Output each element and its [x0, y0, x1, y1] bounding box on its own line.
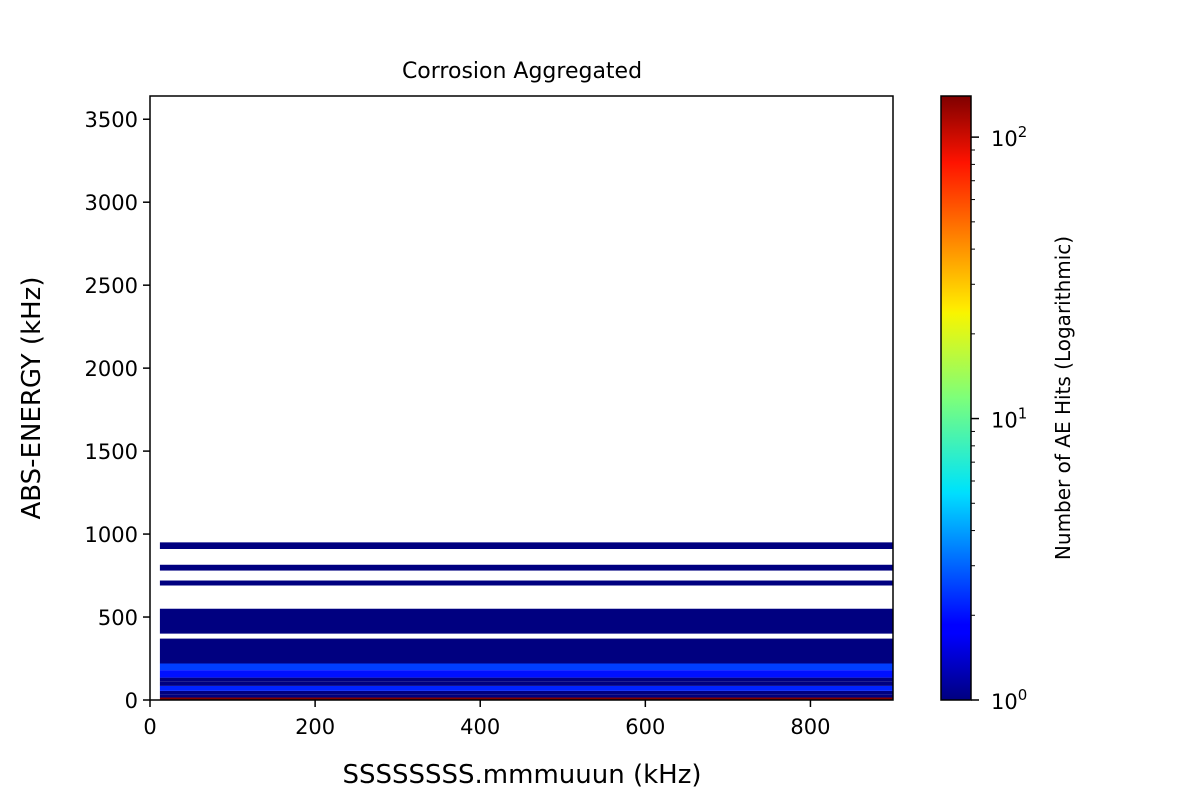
x-tick-label: 0 — [143, 715, 156, 739]
heatmap-band — [159, 663, 893, 671]
heatmap-band — [159, 638, 893, 664]
colorbar-tick-label: 101 — [991, 405, 1027, 433]
y-tick-label: 0 — [125, 689, 138, 713]
x-tick-label: 800 — [790, 715, 830, 739]
y-axis-label: ABS-ENERGY (kHz) — [17, 277, 47, 520]
colorbar-ticks: 100 101 102 — [971, 123, 1027, 714]
heatmap-band — [159, 580, 893, 586]
y-tick-label: 3000 — [85, 191, 138, 215]
y-axis-ticks: 0 500 1000 1500 2000 2500 3000 3500 — [85, 108, 150, 713]
colorbar-label: Number of AE Hits (Logarithmic) — [1051, 236, 1075, 560]
colorbar-tick-label: 100 — [991, 686, 1027, 714]
x-tick-label: 600 — [625, 715, 665, 739]
chart-title: Corrosion Aggregated — [402, 59, 642, 84]
y-tick-label: 500 — [98, 606, 138, 630]
heatmap-band — [159, 685, 893, 691]
y-tick-label: 1500 — [85, 440, 138, 464]
y-tick-label: 2000 — [85, 357, 138, 381]
x-tick-label: 200 — [295, 715, 335, 739]
heatmap-band — [159, 690, 893, 695]
heatmap-bands — [159, 542, 893, 700]
heatmap-band — [159, 697, 893, 700]
x-axis-label: SSSSSSSS.mmmuuun (kHz) — [343, 760, 702, 790]
colorbar-tick-label: 102 — [991, 123, 1027, 151]
heatmap-band — [159, 670, 893, 678]
heatmap-band — [159, 564, 893, 571]
y-tick-label: 3500 — [85, 108, 138, 132]
heatmap-band — [159, 681, 893, 686]
plot-frame — [149, 95, 894, 701]
heatmap-band — [159, 542, 893, 549]
y-tick-label: 2500 — [85, 274, 138, 298]
colorbar — [940, 95, 972, 701]
x-axis-ticks: 0 200 400 600 800 — [143, 700, 830, 739]
y-tick-label: 1000 — [85, 523, 138, 547]
heatmap-band — [159, 694, 893, 698]
heatmap-band — [159, 677, 893, 682]
heatmap-band — [159, 608, 893, 634]
x-tick-label: 400 — [460, 715, 500, 739]
